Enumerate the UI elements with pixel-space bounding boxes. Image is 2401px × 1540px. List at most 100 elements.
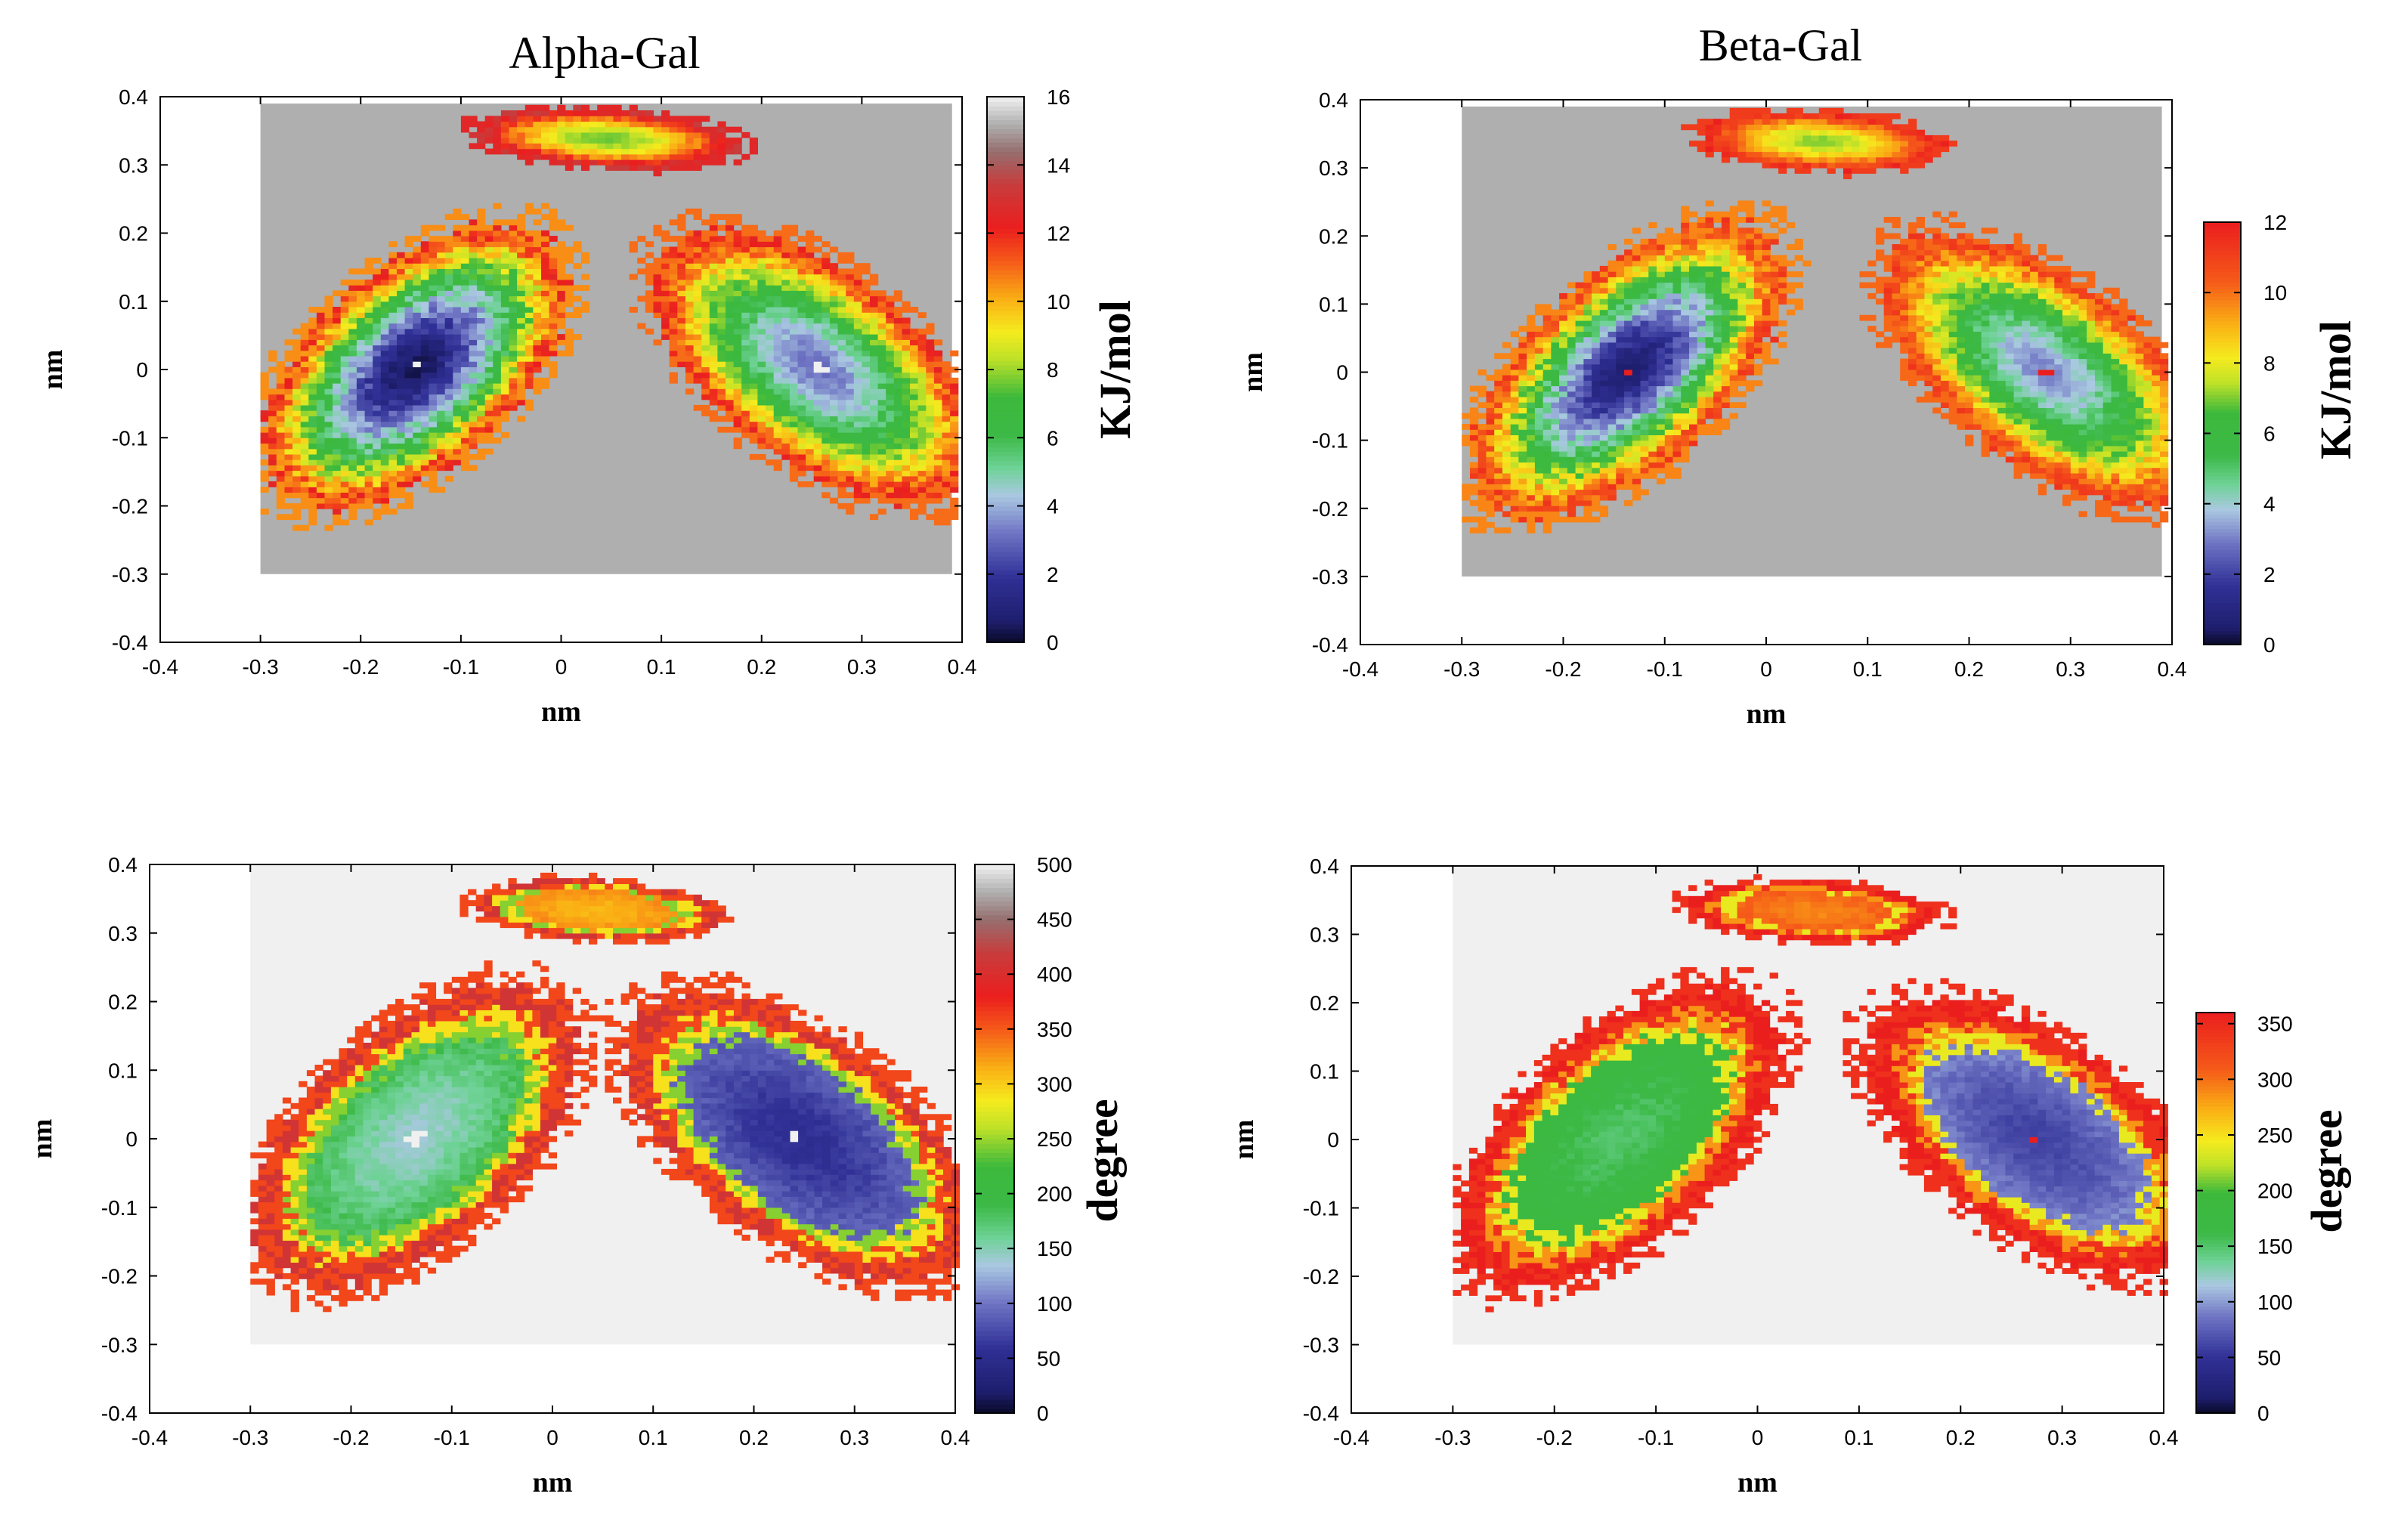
heatmap-cell-389	[348, 366, 357, 373]
heatmap-cell-1158	[1697, 233, 1706, 240]
heatmap-cell-2774	[846, 295, 855, 302]
heatmap-cell-1480	[1762, 348, 1771, 354]
heatmap-cell-1223	[493, 290, 502, 297]
heatmap-cell-1680	[613, 104, 622, 111]
heatmap-cell-2584	[813, 350, 822, 357]
heatmap-cell-1069	[1681, 244, 1690, 250]
heatmap-cell-1575	[565, 334, 574, 340]
heatmap-cell-2383	[781, 453, 791, 460]
heatmap-cell-3136	[926, 492, 935, 499]
heatmap-cell-2665	[829, 399, 839, 406]
heatmap-cell-3190	[933, 388, 943, 395]
heatmap-cell-1237	[493, 203, 502, 209]
heatmap-cell-810	[1640, 451, 1649, 457]
colorbar-segment	[987, 442, 1024, 448]
heatmap-cell-238	[1527, 331, 1536, 338]
heatmap-cell-1678	[613, 116, 622, 122]
heatmap-cell-1729	[645, 279, 654, 286]
heatmap-cell-2775	[846, 290, 855, 297]
heatmap-cell-1853	[677, 274, 686, 280]
heatmap-cell-912	[1657, 380, 1666, 387]
heatmap-cell-1269	[500, 290, 510, 297]
heatmap-cell-1892	[685, 285, 695, 291]
heatmap-cell-1318	[1729, 342, 1738, 348]
heatmap-cell-2892	[870, 372, 879, 379]
heatmap-cell-1623	[581, 252, 590, 258]
heatmap-cell-2543	[806, 323, 815, 329]
heatmap-cell-874	[437, 432, 446, 438]
heatmap-cell-1473	[541, 317, 550, 324]
heatmap-cell-1122	[1697, 429, 1706, 435]
heatmap-cell-773	[1632, 407, 1641, 414]
heatmap-cell-1284	[1721, 287, 1731, 294]
heatmap-cell-37	[1477, 467, 1487, 474]
heatmap-cell-929	[444, 377, 453, 384]
heatmap-cell-1366	[1737, 320, 1747, 326]
heatmap-cell-1772	[661, 328, 670, 335]
heatmap-cell-1260	[1713, 119, 1722, 125]
heatmap-cell-647	[397, 432, 406, 438]
heatmap-cell-19	[268, 465, 277, 472]
heatmap-cell-606	[1599, 353, 1609, 360]
heatmap-cell-3114	[917, 426, 927, 433]
heatmap-cell-556	[380, 432, 389, 438]
heatmap-cell-1392	[524, 317, 534, 324]
heatmap-cell-51	[1486, 521, 1495, 528]
heatmap-cell-735	[1624, 358, 1633, 365]
heatmap-cell-1353	[517, 295, 526, 302]
heatmap-cell-206	[1527, 506, 1536, 512]
heatmap-cell-550	[380, 465, 389, 472]
colorbar-title: KJ/mol	[1091, 300, 1140, 439]
heatmap-cell-1309	[509, 301, 518, 308]
heatmap-cell-505	[373, 459, 382, 465]
heatmap-cell-1046	[1681, 369, 1690, 376]
heatmap-cell-2933	[877, 377, 886, 384]
heatmap-cell-1840	[677, 345, 686, 351]
heatmap-cell-2318	[766, 350, 775, 357]
heatmap-cell-536	[373, 290, 382, 297]
heatmap-cell-504	[1583, 424, 1592, 430]
heatmap-cell-706	[404, 361, 413, 367]
heatmap-cell-1047	[460, 224, 470, 231]
heatmap-cell-894	[1648, 222, 1657, 228]
heatmap-cell-826	[1640, 363, 1649, 370]
heatmap-cell-2013	[709, 323, 718, 329]
heatmap-cell-3004	[893, 416, 902, 422]
heatmap-cell-182	[308, 416, 317, 422]
heatmap-cell-560	[1592, 363, 1601, 370]
heatmap-cell-737	[1624, 348, 1633, 354]
colorbar-segment	[987, 192, 1024, 198]
heatmap-cell-1472	[541, 323, 550, 329]
heatmap-cell-379	[348, 421, 357, 428]
heatmap-cell-492	[1583, 489, 1592, 496]
heatmap-cell-2443	[789, 383, 799, 389]
heatmap-cell-990	[453, 279, 462, 286]
heatmap-cell-153	[1510, 413, 1519, 419]
heatmap-cell-2574	[813, 404, 822, 411]
heatmap-cell-548	[380, 475, 389, 482]
heatmap-cell-352	[340, 334, 349, 340]
heatmap-cell-1464	[1753, 238, 1763, 245]
colorbar-tick-label: 12	[1047, 222, 1070, 246]
heatmap-cell-480	[364, 345, 373, 351]
heatmap-cell-329	[340, 459, 349, 465]
colorbar-segment	[987, 278, 1024, 284]
heatmap-cell-1220	[1713, 402, 1722, 408]
heatmap-cell-102	[1494, 369, 1503, 376]
heatmap-cell-1871	[677, 126, 686, 133]
heatmap-cell-2989	[893, 497, 902, 504]
heatmap-cell-2815	[853, 317, 862, 324]
heatmap-cell-836	[1640, 309, 1649, 316]
heatmap-cell-2821	[853, 285, 862, 291]
heatmap-cell-746	[413, 383, 422, 389]
heatmap-cell-123	[292, 355, 302, 362]
heatmap-cell-936	[1657, 249, 1666, 256]
heatmap-cell-1332	[509, 110, 518, 116]
heatmap-cell-324	[340, 487, 349, 493]
heatmap-cell-2018	[709, 295, 718, 302]
heatmap-cell-249	[1534, 478, 1544, 484]
heatmap-cell-1746	[653, 339, 662, 346]
heatmap-cell-602	[388, 421, 398, 428]
heatmap-cell-895	[1657, 478, 1666, 484]
heatmap-cell-463	[1575, 407, 1584, 414]
